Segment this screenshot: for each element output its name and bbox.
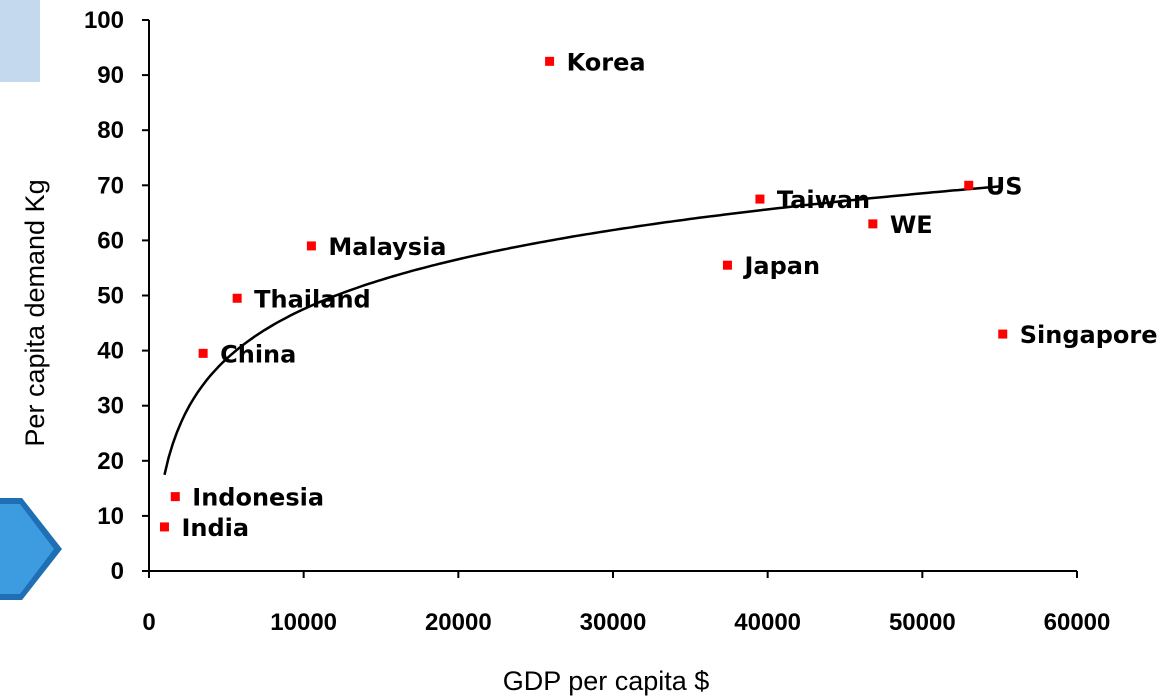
point-label-japan: Japan [742,252,820,280]
point-we [868,219,878,229]
y-tick-label: 50 [97,283,124,310]
point-label-malaysia: Malaysia [328,233,446,261]
y-tick-label: 0 [111,558,124,585]
x-axis-title: GDP per capita $ [503,666,710,696]
point-singapore [998,329,1008,339]
point-japan [722,260,732,270]
point-label-singapore: Singapore [1020,321,1158,349]
y-tick-label: 10 [97,503,124,530]
y-tick-label: 30 [97,393,124,420]
point-malaysia [306,241,316,251]
y-tick-label: 100 [84,7,124,34]
point-label-india: India [181,514,249,542]
point-korea [545,56,555,66]
point-us [964,180,974,190]
point-label-taiwan: Taiwan [777,186,870,214]
x-tick-label: 50000 [889,609,956,636]
point-india [159,522,169,532]
point-taiwan [755,194,765,204]
point-label-china: China [220,340,296,368]
trendline [163,185,1000,476]
axis-ticks: 0 10000 20000 30000 40000 50000 60000 0 10 20 30 40… [84,7,1110,636]
point-label-us: US [986,172,1023,200]
point-label-indonesia: Indonesia [192,484,324,512]
y-tick-label: 60 [97,227,124,254]
point-china [198,348,208,358]
x-tick-label: 20000 [425,609,492,636]
blue-arrow-icon [0,498,62,600]
point-label-we: WE [890,211,933,239]
x-tick-label: 0 [142,609,155,636]
y-tick-label: 40 [97,338,124,365]
point-label-korea: Korea [567,48,646,76]
x-tick-label: 40000 [734,609,801,636]
y-tick-label: 70 [97,172,124,199]
x-tick-label: 30000 [580,609,647,636]
decorative-corner-box [0,0,40,82]
y-tick-label: 80 [97,117,124,144]
point-label-thailand: Thailand [254,285,371,313]
point-indonesia [170,492,180,502]
y-tick-label: 90 [97,62,124,89]
x-tick-label: 60000 [1044,609,1111,636]
y-tick-label: 20 [97,448,124,475]
x-tick-label: 10000 [270,609,337,636]
y-axis-title: Per capita demand Kg [20,179,50,446]
point-thailand [232,293,242,303]
